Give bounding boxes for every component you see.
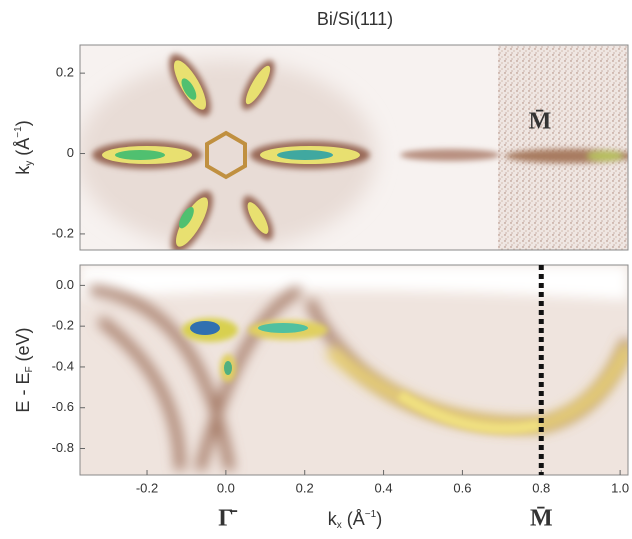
label-part: (Å	[342, 509, 365, 529]
y-tick-label: -0.2	[52, 318, 74, 333]
y-tick-label: -0.8	[52, 440, 74, 455]
x-tick-label: 0.6	[453, 480, 471, 495]
x-tick-label: 0.0	[217, 480, 235, 495]
label-part: )	[376, 509, 382, 529]
y-axis-label: E - EF (eV)	[13, 327, 35, 412]
x-tick-label: 0.4	[375, 480, 393, 495]
x-tick-label: -0.2	[136, 480, 158, 495]
x-tick-label: 1.0	[611, 480, 629, 495]
label-part: )	[13, 120, 33, 126]
y-tick-label: 0.2	[56, 65, 74, 80]
point-label: Γ̄	[218, 506, 237, 532]
y-tick-label: 0	[67, 145, 74, 160]
band-map	[80, 265, 628, 475]
fermi-map	[76, 45, 632, 259]
x-axis-label: kx (Å−1)	[328, 509, 382, 531]
point-label: M̄	[530, 506, 553, 532]
label-part: −1	[365, 509, 377, 520]
y-axis-label: ky (Å−1)	[13, 120, 35, 174]
y-tick-label: -0.4	[52, 358, 74, 373]
chart-title: Bi/Si(111)	[317, 9, 393, 29]
y-tick-label: 0.0	[56, 277, 74, 292]
label-part: (Å	[13, 138, 33, 161]
label-part: (eV)	[13, 327, 33, 366]
y-tick-label: -0.2	[52, 225, 74, 240]
y-tick-label: -0.6	[52, 399, 74, 414]
annotation: M̄	[529, 109, 552, 135]
x-tick-label: 0.8	[532, 480, 550, 495]
label-part: E - E	[13, 373, 33, 413]
figure: Bi/Si(111)	[0, 0, 632, 539]
x-tick-label: 0.2	[296, 480, 314, 495]
label-part: −1	[13, 126, 24, 138]
